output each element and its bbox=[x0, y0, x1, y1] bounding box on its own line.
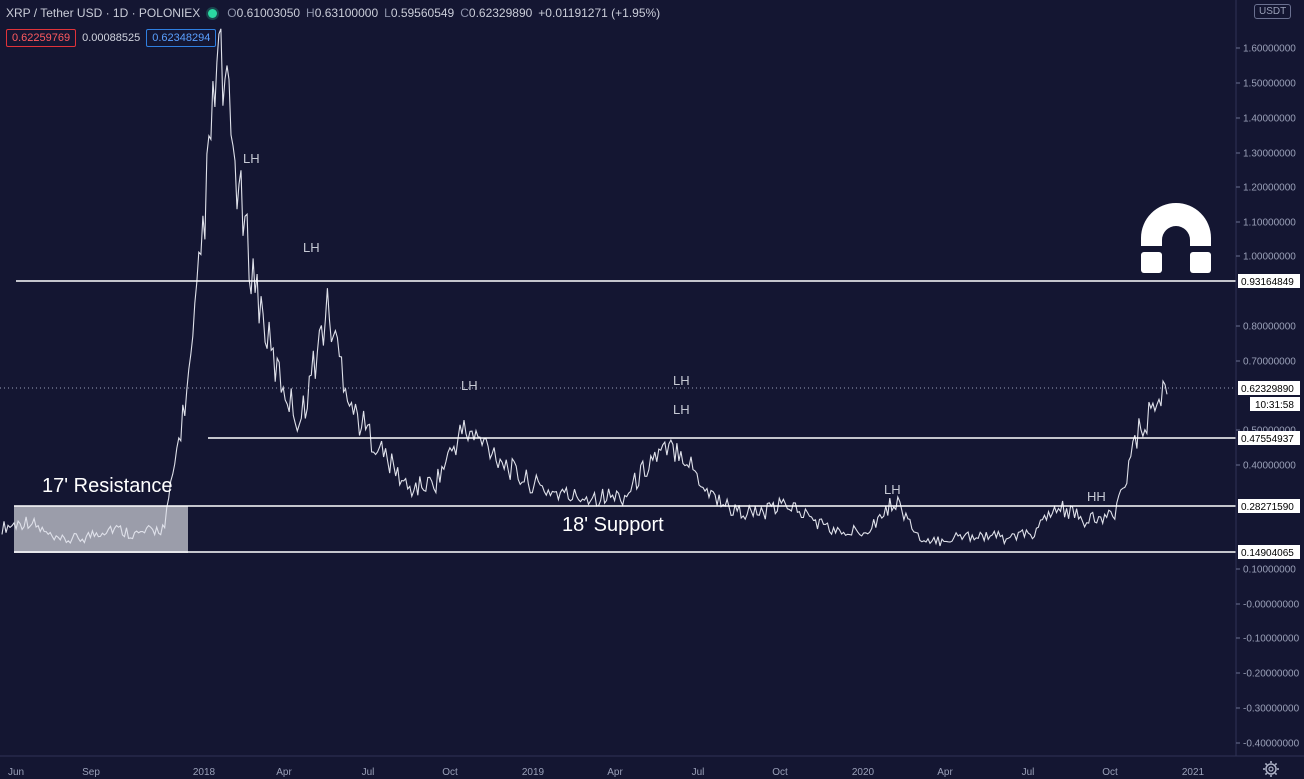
currency-button[interactable]: USDT bbox=[1254, 4, 1292, 19]
y-tick-label: -0.40000000 bbox=[1243, 739, 1300, 750]
gear-icon[interactable] bbox=[1263, 761, 1279, 777]
close-label: C bbox=[460, 6, 469, 20]
level-label-text: 0.93164849 bbox=[1241, 277, 1294, 288]
symbol-title[interactable]: XRP / Tether USD · 1D · POLONIEX bbox=[6, 6, 201, 20]
y-tick-label: -0.20000000 bbox=[1243, 669, 1300, 680]
y-tick-label: -0.10000000 bbox=[1243, 634, 1300, 645]
annotation-18-support: 18' Support bbox=[562, 514, 664, 536]
market-status-dot-icon bbox=[208, 8, 218, 18]
buy-sell-panel: 0.62259769 0.00088525 0.62348294 bbox=[6, 29, 217, 47]
low-label: L bbox=[384, 6, 391, 20]
x-tick-label: Oct bbox=[772, 767, 788, 778]
y-tick-label: 1.60000000 bbox=[1243, 44, 1296, 55]
annotation-lh: LH bbox=[303, 240, 320, 255]
x-tick-label: Jul bbox=[692, 767, 705, 778]
annotation-lh: LH bbox=[243, 151, 260, 166]
symbol-legend[interactable]: XRP / Tether USD · 1D · POLONIEX O 0.6100… bbox=[6, 6, 666, 20]
y-tick-label: 1.50000000 bbox=[1243, 79, 1296, 90]
y-tick-label: 0.40000000 bbox=[1243, 461, 1296, 472]
y-tick-label: 1.00000000 bbox=[1243, 252, 1296, 263]
x-tick-label: 2019 bbox=[522, 767, 545, 778]
y-tick-label: 0.10000000 bbox=[1243, 565, 1296, 576]
y-tick-label: 1.40000000 bbox=[1243, 114, 1296, 125]
price-line bbox=[1, 28, 1168, 547]
current-price-label: 0.62329890 10:31:58 bbox=[1238, 381, 1300, 411]
x-tick-label: Apr bbox=[607, 767, 623, 778]
spread-value: 0.00088525 bbox=[82, 32, 141, 44]
y-tick-label: -0.00000000 bbox=[1243, 600, 1300, 611]
level-label-093: 0.93164849 bbox=[1238, 274, 1300, 288]
x-tick-label: Oct bbox=[1102, 767, 1118, 778]
level-label-014: 0.14904065 bbox=[1238, 545, 1300, 559]
y-tick-label: 0.80000000 bbox=[1243, 322, 1296, 333]
x-tick-label: Oct bbox=[442, 767, 458, 778]
high-value: 0.63100000 bbox=[314, 6, 379, 20]
x-tick-label: Jul bbox=[1022, 767, 1035, 778]
x-tick-label: Sep bbox=[82, 767, 100, 778]
annotation-lh: LH bbox=[884, 482, 901, 497]
annotation-lh: LH bbox=[461, 378, 478, 393]
level-label-text: 0.47554937 bbox=[1241, 434, 1294, 445]
change-value: +0.01191271 (+1.95%) bbox=[538, 6, 661, 20]
high-label: H bbox=[306, 6, 315, 20]
annotation-lh: LH bbox=[673, 373, 690, 388]
x-tick-label: 2018 bbox=[193, 767, 216, 778]
x-tick-label: Apr bbox=[276, 767, 292, 778]
low-value: 0.59560549 bbox=[390, 6, 455, 20]
y-tick-label: 0.70000000 bbox=[1243, 357, 1296, 368]
x-tick-label: 2021 bbox=[1182, 767, 1205, 778]
level-label-text: 0.28271590 bbox=[1241, 502, 1294, 513]
y-tick-label: 1.10000000 bbox=[1243, 218, 1296, 229]
level-label-028: 0.28271590 bbox=[1238, 499, 1300, 513]
annotation-17-resistance: 17' Resistance bbox=[42, 475, 173, 497]
buy-button[interactable]: 0.62348294 bbox=[146, 29, 217, 47]
level-label-047: 0.47554937 bbox=[1238, 431, 1300, 445]
open-label: O bbox=[227, 6, 237, 20]
y-tick-label: -0.30000000 bbox=[1243, 704, 1300, 715]
sell-button[interactable]: 0.62259769 bbox=[6, 29, 77, 47]
y-tick-label: 1.20000000 bbox=[1243, 183, 1296, 194]
time-axis[interactable]: Jun Sep 2018 Apr Jul Oct 2019 Apr Jul Oct 2020 Apr J… bbox=[8, 767, 1205, 778]
price-series bbox=[1, 28, 1168, 547]
x-tick-label: Apr bbox=[937, 767, 953, 778]
y-tick-label: 1.30000000 bbox=[1243, 149, 1296, 160]
x-tick-label: 2020 bbox=[852, 767, 875, 778]
current-price-text: 0.62329890 bbox=[1241, 384, 1294, 395]
open-value: 0.61003050 bbox=[236, 6, 301, 20]
close-value: 0.62329890 bbox=[468, 6, 533, 20]
annotation-hh: HH bbox=[1087, 489, 1106, 504]
x-tick-label: Jun bbox=[8, 767, 24, 778]
level-label-text: 0.14904065 bbox=[1241, 548, 1294, 559]
annotation-lh: LH bbox=[673, 402, 690, 417]
countdown-text: 10:31:58 bbox=[1255, 400, 1294, 411]
x-tick-label: Jul bbox=[362, 767, 375, 778]
horseshoe-logo-icon bbox=[1141, 203, 1211, 273]
